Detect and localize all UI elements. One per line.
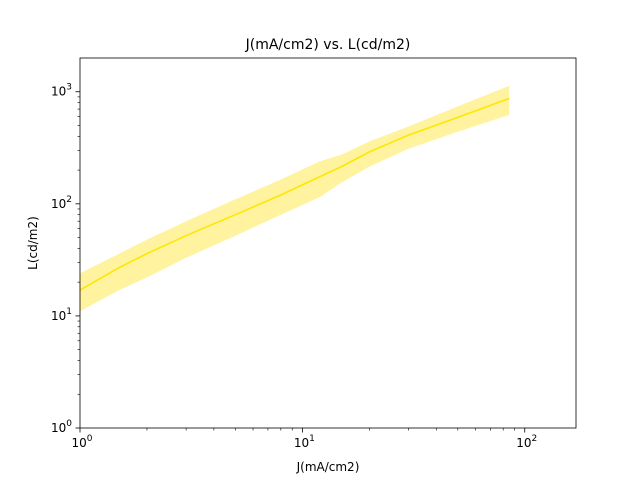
y-axis-label: L(cd/m2) — [26, 216, 40, 270]
series-line — [79, 97, 510, 291]
y-tick-label: 102 — [51, 195, 72, 211]
chart-title: J(mA/cm2) vs. L(cd/m2) — [245, 37, 411, 53]
y-tick-label: 101 — [51, 307, 72, 323]
x-axis: 100 101 102 — [71, 428, 537, 450]
plot-frame — [79, 57, 577, 429]
y-tick-label: 103 — [51, 83, 72, 99]
confidence-band — [80, 85, 510, 312]
y-tick-label: 100 — [51, 419, 72, 435]
x-axis-label: J(mA/cm2) — [296, 460, 360, 474]
plot-area — [79, 57, 577, 429]
x-tick-label: 100 — [71, 434, 92, 450]
y-axis: 100 101 102 103 — [51, 83, 80, 435]
x-tick-label: 102 — [516, 434, 537, 450]
x-tick-label: 101 — [294, 434, 315, 450]
